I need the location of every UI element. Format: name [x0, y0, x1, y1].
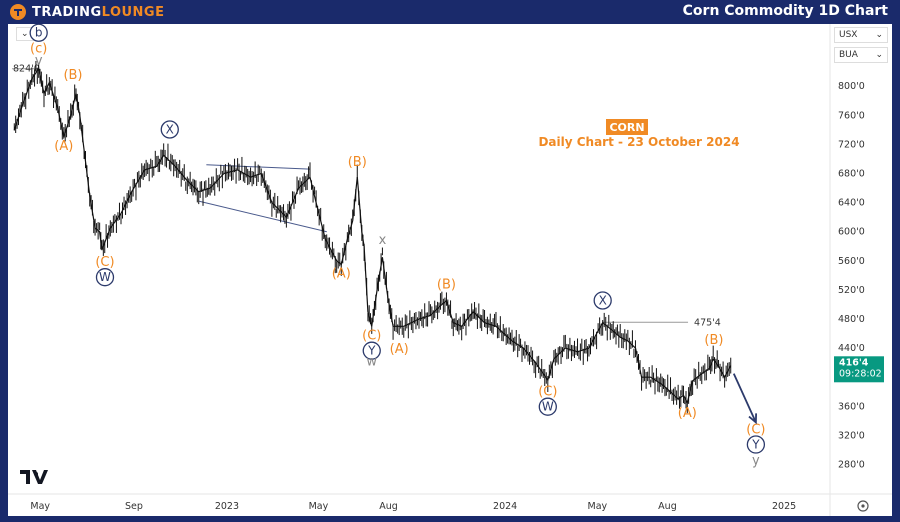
chart-panel: ⌄ 1 USX ⌄ BUA ⌄ 800'0760'0720'0680'0640'…: [8, 24, 892, 516]
symbol-badge-text: CORN: [609, 121, 644, 134]
header-bar: TRADINGLOUNGE Corn Commodity 1D Chart: [0, 0, 900, 24]
x-tick-label: May: [30, 501, 50, 512]
trendline-2: [198, 200, 327, 233]
wave-label: (A): [678, 406, 697, 421]
chart-title: Corn Commodity 1D Chart: [682, 3, 888, 19]
wave-label-circle: X: [160, 120, 179, 139]
wave-label: (C): [95, 255, 114, 270]
y-tick-label: 600'0: [838, 227, 865, 238]
wave-label-circle: Y: [746, 435, 766, 454]
wave-label: v: [35, 53, 43, 68]
wave-label: (A): [332, 267, 351, 282]
svg-text:Y: Y: [751, 438, 760, 452]
y-tick-label: 680'0: [838, 169, 865, 180]
wave-label: (c): [30, 42, 47, 57]
wave-label: (C): [362, 328, 381, 343]
wave-label-circle: W: [95, 268, 115, 287]
price-badge-rect: [834, 356, 884, 383]
wave-label: (B): [704, 333, 723, 348]
y-tick-label: 480'0: [838, 314, 865, 325]
wave-label-circle: X: [593, 291, 612, 310]
x-tick-label: 2025: [772, 501, 796, 512]
y-tick-label: 560'0: [838, 256, 865, 267]
y-tick-label: 640'0: [838, 198, 865, 209]
y-axis: 800'0 760'0 720'0 680'0 640'0 600'0 560'0 520'0…: [838, 81, 865, 470]
settings-gear-icon[interactable]: [857, 500, 869, 512]
wave-labels: b(c)v(B)(A)(C)WX(B)(A)x(C)Yw(A)(B)(C)WX(…: [29, 24, 766, 469]
projection-arrow: [732, 373, 757, 425]
svg-text:W: W: [99, 270, 111, 284]
y-tick-label: 800'0: [838, 81, 865, 92]
x-tick-label: May: [588, 501, 608, 512]
projection-arrow-head: [748, 413, 757, 425]
chevron-down-icon: ⌄: [875, 30, 883, 40]
y-tick-label: 360'0: [838, 401, 865, 412]
x-tick-label: Sep: [125, 501, 143, 512]
current-price-badge: 416'4 09:28:02: [834, 356, 884, 383]
x-tick-label: May: [309, 501, 329, 512]
wave-label: (B): [348, 155, 367, 170]
annotation-block: CORN Daily Chart - 23 October 2024: [538, 119, 740, 149]
exchange-select[interactable]: BUA ⌄: [834, 47, 888, 63]
price-levels: 475'4 824'0: [12, 64, 721, 328]
y-tick-label: 440'0: [838, 343, 865, 354]
y-tick-label: 520'0: [838, 285, 865, 296]
current-price: 416'4: [839, 357, 869, 368]
wave-label-circle: W: [538, 397, 557, 416]
y-tick-label: 320'0: [838, 430, 865, 441]
x-tick-label: Aug: [658, 501, 677, 512]
wave-label: y: [752, 454, 760, 469]
price-level-label: 824'0: [13, 64, 40, 75]
wave-label: (A): [390, 342, 409, 357]
wave-label: x: [379, 233, 387, 248]
price-series: [13, 60, 732, 414]
y-tick-label: 760'0: [838, 110, 865, 121]
currency-select[interactable]: USX ⌄: [834, 27, 888, 43]
wave-label-circle: b: [29, 24, 48, 42]
symbol-badge: [606, 119, 648, 135]
wave-label: (B): [63, 68, 82, 83]
tradinglounge-logo: TRADINGLOUNGE: [10, 3, 164, 21]
logo-icon: [10, 4, 26, 20]
projection-arrow-shaft: [732, 373, 757, 423]
tradingview-logo: [20, 470, 48, 484]
x-axis: May Sep 2023 May Aug 2024 May Aug 2025: [30, 501, 796, 512]
chart-subtitle: Daily Chart - 23 October 2024: [538, 135, 739, 149]
logo-text: TRADINGLOUNGE: [32, 4, 165, 20]
currency-label: USX: [839, 30, 858, 40]
price-level-label: 475'4: [694, 317, 721, 328]
wave-label: (A): [54, 139, 73, 154]
svg-text:Y: Y: [367, 344, 376, 358]
y-tick-label: 280'0: [838, 460, 865, 471]
wave-label-circle: Y: [362, 341, 381, 360]
price-line: [13, 67, 732, 405]
chevron-down-icon: ⌄: [21, 29, 29, 39]
wave-label: (B): [437, 277, 456, 292]
chevron-down-icon: ⌄: [875, 50, 883, 60]
x-tick-label: 2024: [493, 501, 517, 512]
wave-label: (C): [538, 384, 557, 399]
svg-text:X: X: [166, 122, 174, 136]
svg-text:X: X: [599, 293, 607, 307]
wave-label: (C): [746, 422, 765, 437]
exchange-label: BUA: [839, 50, 858, 60]
svg-text:b: b: [35, 26, 43, 40]
svg-text:W: W: [542, 400, 554, 414]
bar-countdown: 09:28:02: [839, 368, 882, 379]
x-tick-label: 2023: [215, 501, 239, 512]
wave-label: w: [366, 355, 377, 370]
price-chart[interactable]: 800'0 760'0 720'0 680'0 640'0 600'0 560'0 520'0…: [8, 24, 892, 516]
y-tick-label: 720'0: [838, 139, 865, 150]
x-tick-label: Aug: [379, 501, 398, 512]
